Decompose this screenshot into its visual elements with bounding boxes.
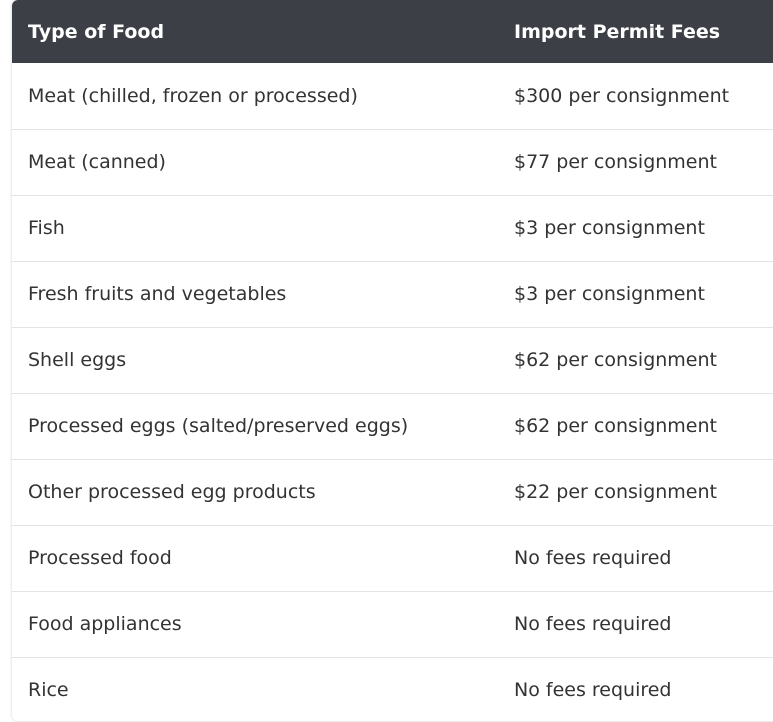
table-row: Shell eggs $62 per consignment — [12, 327, 773, 394]
fee-cell: $62 per consignment — [498, 393, 773, 460]
import-permit-fees-table: Type of Food Import Permit Fees Meat (ch… — [12, 0, 773, 721]
fee-cell: No fees required — [498, 591, 773, 658]
food-type-cell: Fish — [12, 195, 498, 262]
food-type-cell: Food appliances — [12, 591, 498, 658]
food-type-cell: Meat (chilled, frozen or processed) — [12, 63, 498, 130]
table-row: Processed eggs (salted/preserved eggs) $… — [12, 393, 773, 460]
table-body: Meat (chilled, frozen or processed) $300… — [12, 63, 773, 721]
table-row: Fish $3 per consignment — [12, 195, 773, 262]
table-row: Food appliances No fees required — [12, 591, 773, 658]
food-type-cell: Rice — [28, 679, 69, 702]
table-row: Meat (chilled, frozen or processed) $300… — [12, 63, 773, 130]
food-type-cell: Meat (canned) — [12, 129, 498, 196]
fee-cell: No fees required — [498, 525, 773, 592]
table-row: Meat (canned) $77 per consignment — [12, 129, 773, 196]
food-type-cell: Shell eggs — [12, 327, 498, 394]
header-import-permit-fees: Import Permit Fees — [498, 0, 773, 63]
table-row: Fresh fruits and vegetables $3 per consi… — [12, 261, 773, 328]
food-type-cell: Processed food — [12, 525, 498, 592]
fee-cell: $77 per consignment — [498, 129, 773, 196]
fee-cell: $62 per consignment — [498, 327, 773, 394]
food-type-cell: Processed eggs (salted/preserved eggs) — [12, 393, 498, 460]
fee-cell: $22 per consignment — [498, 459, 773, 526]
table-row: Processed food No fees required — [12, 525, 773, 592]
table-header: Type of Food Import Permit Fees — [12, 0, 773, 63]
fees-table-container: Type of Food Import Permit Fees Meat (ch… — [12, 0, 773, 721]
header-row: Type of Food Import Permit Fees — [12, 0, 773, 63]
food-type-cell: Other processed egg products — [12, 459, 498, 526]
fee-cell: No fees required — [514, 679, 672, 702]
fee-cell: $300 per consignment — [498, 63, 773, 130]
table-row: Other processed egg products $22 per con… — [12, 459, 773, 526]
table-row: Rice No fees required — [12, 657, 773, 721]
fee-cell: $3 per consignment — [498, 195, 773, 262]
fee-cell: $3 per consignment — [498, 261, 773, 328]
header-type-of-food: Type of Food — [12, 0, 498, 63]
food-type-cell: Fresh fruits and vegetables — [12, 261, 498, 328]
